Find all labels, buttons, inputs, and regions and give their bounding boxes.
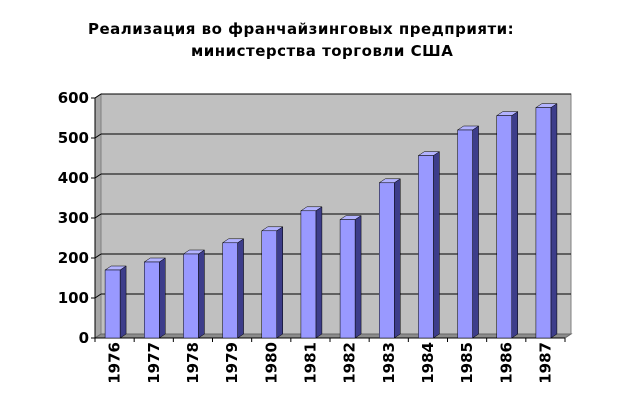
y-tick-label: 600 [58, 89, 89, 107]
bar [418, 155, 434, 339]
bar [457, 129, 473, 339]
y-tick-label: 200 [58, 249, 89, 267]
bar-side [511, 111, 518, 339]
gridline-side [94, 133, 102, 139]
x-tick-label: 1980 [262, 342, 280, 384]
chart-title-line-1: Реализация во франчайзинговых предприяти… [88, 20, 515, 38]
x-tick-label: 1985 [458, 342, 476, 384]
y-tick-label: 300 [58, 209, 89, 227]
gridline-side [94, 293, 102, 299]
bar [222, 242, 238, 339]
x-tick-label: 1978 [184, 342, 202, 384]
bar [535, 107, 552, 339]
bar-side [276, 226, 283, 339]
y-tick-label: 500 [58, 129, 89, 147]
gridline-side [94, 253, 102, 259]
bar [183, 253, 199, 339]
bar [379, 182, 395, 339]
bar-side [354, 215, 362, 339]
gridline-side [94, 93, 102, 99]
gridline-side [94, 213, 102, 219]
bar-side [394, 178, 401, 339]
bar [104, 269, 121, 339]
bar-side [119, 265, 127, 339]
x-tick-label: 1976 [106, 342, 124, 384]
bar-side [237, 238, 244, 339]
gridline-side [94, 173, 102, 179]
x-tick-label: 1977 [145, 342, 163, 384]
x-tick-label: 1984 [419, 342, 437, 384]
y-tick-label: 100 [58, 289, 89, 307]
bar [261, 230, 277, 339]
y-tick-label: 0 [79, 329, 89, 347]
x-tick-label: 1982 [341, 342, 359, 384]
x-tick-label: 1987 [536, 342, 554, 384]
bar-side [315, 206, 323, 339]
chart-title-line-2: министерства торговли США [191, 42, 454, 60]
x-tick-label: 1979 [223, 342, 241, 384]
bar [496, 115, 512, 339]
bar [300, 210, 317, 339]
bar [144, 261, 160, 339]
x-tick-label: 1981 [301, 342, 319, 384]
x-tick-label: 1986 [497, 342, 515, 384]
bar-side [472, 125, 479, 339]
bar-side [198, 249, 205, 339]
bar-side [433, 151, 440, 339]
bar [339, 219, 356, 339]
bar-side [159, 257, 166, 339]
x-tick-label: 1983 [380, 342, 398, 384]
y-tick-label: 400 [58, 169, 89, 187]
bar-side [550, 103, 558, 339]
